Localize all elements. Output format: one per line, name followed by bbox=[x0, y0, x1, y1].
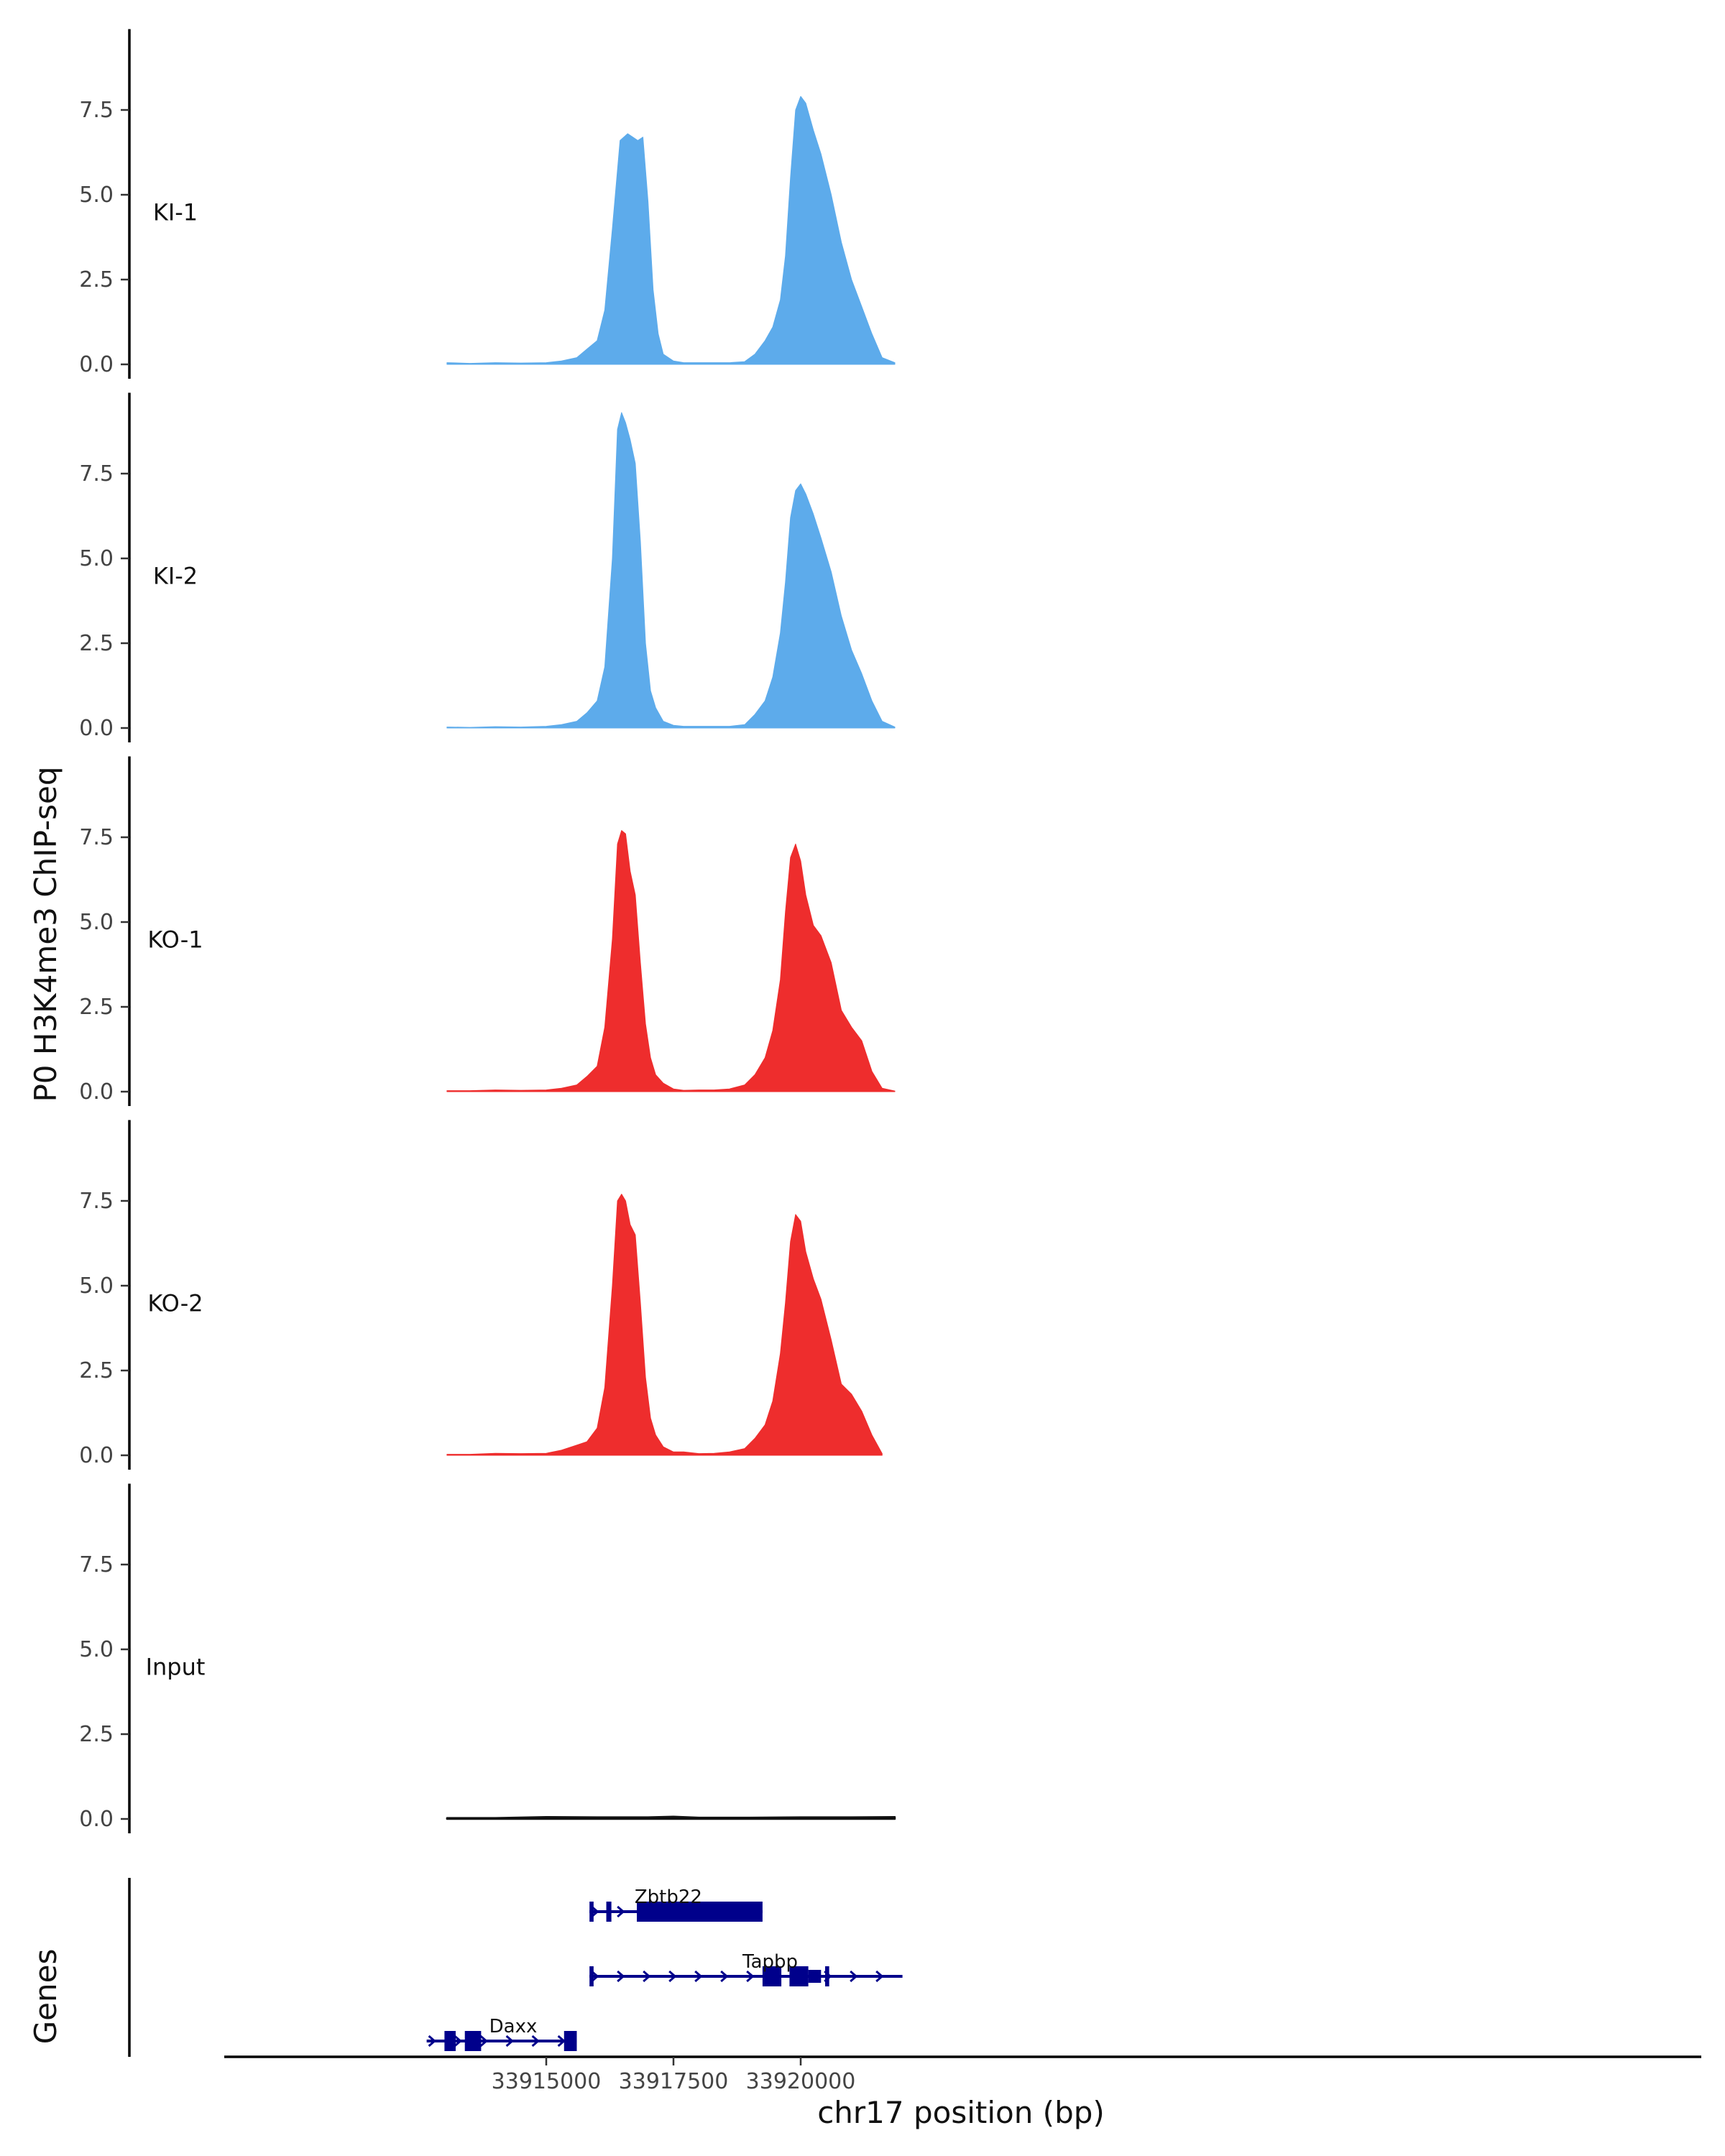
y-tick-label: 0.0 bbox=[79, 1807, 114, 1832]
tracks-layer: 0.0 2.5 5.0 7.5 KI-1 0.0 2.5 5.0 7.5 KI-2 0.0 2.5 5.… bbox=[79, 29, 896, 1833]
y-tick-label: 7.5 bbox=[79, 98, 114, 123]
signal-area-ki-2 bbox=[446, 412, 896, 729]
signal-area-ko-2 bbox=[446, 1194, 883, 1456]
signal-area-input bbox=[446, 1815, 896, 1820]
y-tick-label: 2.5 bbox=[79, 1722, 114, 1747]
y-tick-label: 0.0 bbox=[79, 352, 114, 377]
exon bbox=[464, 2031, 482, 2051]
strand-arrow bbox=[557, 2035, 566, 2047]
strand-arrow bbox=[428, 2035, 436, 2047]
exon bbox=[637, 1902, 763, 1922]
strand-arrow bbox=[505, 2035, 514, 2047]
strand-arrow bbox=[617, 1905, 625, 1918]
x-tick-label: 33920000 bbox=[746, 2069, 856, 2094]
track-ki-2: 0.0 2.5 5.0 7.5 KI-2 bbox=[79, 392, 896, 742]
genes-panel-title: Genes bbox=[28, 1949, 63, 2045]
gene-zbtb22: Zbtb22 bbox=[589, 1886, 763, 1922]
y-tick-label: 2.5 bbox=[79, 1358, 114, 1383]
y-tick-label: 5.0 bbox=[79, 546, 114, 571]
strand-arrow bbox=[479, 2035, 488, 2047]
y-tick-label: 0.0 bbox=[79, 1079, 114, 1105]
gene-tapbp: Tapbp bbox=[589, 1951, 903, 1986]
strand-arrow bbox=[454, 2035, 462, 2047]
track-ki-1: 0.0 2.5 5.0 7.5 KI-1 bbox=[79, 29, 896, 379]
track-label: KO-1 bbox=[147, 926, 203, 954]
signal-area-ko-1 bbox=[446, 830, 896, 1092]
track-label: KI-1 bbox=[153, 199, 198, 226]
gene-label: Tapbp bbox=[742, 1951, 798, 1973]
x-tick-label: 33915000 bbox=[492, 2069, 602, 2094]
exon bbox=[589, 1902, 594, 1922]
strand-arrow bbox=[531, 2035, 540, 2047]
y-tick-label: 5.0 bbox=[79, 1273, 114, 1299]
track-label: KO-2 bbox=[147, 1290, 203, 1317]
gene-annotation-panel: Zbtb22 Tapbp Daxx bbox=[128, 1878, 903, 2057]
x-axis: 33915000 33917500 33920000 bbox=[224, 2055, 1701, 2094]
strand-arrow bbox=[668, 1970, 677, 1983]
exon bbox=[808, 1970, 822, 1983]
exon bbox=[606, 1902, 612, 1922]
y-tick-label: 0.0 bbox=[79, 1443, 114, 1468]
y-tick-label: 2.5 bbox=[79, 995, 114, 1020]
gene-label: Zbtb22 bbox=[635, 1886, 702, 1908]
gene-label: Daxx bbox=[489, 2016, 538, 2037]
exon bbox=[444, 2031, 456, 2051]
exon bbox=[589, 1966, 594, 1986]
y-axis-title: P0 H3K4me3 ChIP-seq bbox=[28, 766, 63, 1102]
x-axis-title: chr17 position (bp) bbox=[817, 2095, 1105, 2130]
track-ko-1: 0.0 2.5 5.0 7.5 KO-1 bbox=[79, 756, 896, 1106]
track-ko-2: 0.0 2.5 5.0 7.5 KO-2 bbox=[79, 1120, 883, 1470]
strand-arrow bbox=[591, 1970, 599, 1983]
y-tick-label: 7.5 bbox=[79, 461, 114, 487]
strand-arrow bbox=[591, 1905, 599, 1918]
y-tick-label: 5.0 bbox=[79, 183, 114, 208]
x-tick-label: 33917500 bbox=[619, 2069, 729, 2094]
track-input: 0.0 2.5 5.0 7.5 Input bbox=[79, 1483, 896, 1833]
y-tick-label: 0.0 bbox=[79, 716, 114, 741]
y-tick-label: 2.5 bbox=[79, 631, 114, 656]
exon bbox=[762, 1966, 782, 1986]
strand-arrow bbox=[694, 1970, 703, 1983]
y-tick-label: 7.5 bbox=[79, 1189, 114, 1214]
y-tick-label: 5.0 bbox=[79, 1637, 114, 1662]
strand-arrow bbox=[720, 1970, 729, 1983]
signal-area-ki-1 bbox=[446, 96, 896, 365]
y-tick-label: 7.5 bbox=[79, 1552, 114, 1577]
exon bbox=[564, 2031, 577, 2051]
y-tick-label: 2.5 bbox=[79, 267, 114, 292]
strand-arrow bbox=[617, 1970, 625, 1983]
gene-daxx: Daxx bbox=[426, 2016, 577, 2051]
track-label: Input bbox=[146, 1654, 206, 1681]
strand-arrow bbox=[643, 1970, 651, 1983]
track-label: KI-2 bbox=[153, 563, 198, 590]
exon bbox=[789, 1966, 809, 1986]
y-tick-label: 7.5 bbox=[79, 825, 114, 850]
strand-arrow bbox=[875, 1970, 884, 1983]
strand-arrow bbox=[850, 1970, 858, 1983]
y-tick-label: 5.0 bbox=[79, 910, 114, 935]
strand-arrow bbox=[746, 1970, 755, 1983]
exon bbox=[824, 1966, 829, 1986]
